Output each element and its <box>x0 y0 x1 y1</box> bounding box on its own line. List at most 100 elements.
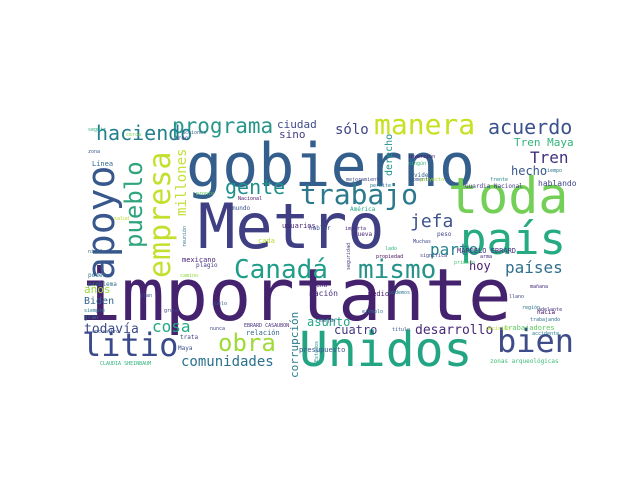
word-haciendo: haciendo <box>96 121 192 145</box>
word-gobierno: gobierno <box>186 131 475 201</box>
word-trabajo: trabajo <box>300 178 418 211</box>
word-hecho: hecho <box>511 164 547 178</box>
word-acuerdo: acuerdo <box>488 115 572 139</box>
word-usuarios: usuarios <box>282 222 316 230</box>
word-gran: gran <box>84 314 99 321</box>
word-accidente: accidente <box>532 331 559 337</box>
word-cuatro: cuatro <box>334 323 377 337</box>
word-ejemplo: ejemplo <box>362 309 383 315</box>
word-lado: lado <box>385 246 397 252</box>
word-arma: arma <box>480 254 492 260</box>
word-propiedad: propiedad <box>376 254 403 260</box>
word-muchas: Muchas <box>413 239 431 245</box>
word-presupuesto: presupuesto <box>299 346 345 354</box>
word-tiempo: tiempo <box>544 168 562 174</box>
word-metro: Metro <box>198 190 385 263</box>
word-siempre: siempre <box>84 308 105 314</box>
word-titulo: título <box>392 326 410 333</box>
word-desarrollo: desarrollo <box>415 323 493 338</box>
word-peso: peso <box>437 231 452 238</box>
word-hacia: hacia <box>537 309 555 316</box>
word-marcelo-ebrard: MARCELO EBRARD <box>457 247 516 255</box>
word-paises: países <box>505 258 563 277</box>
word-trabajadores: trabajadores <box>504 324 555 332</box>
word-corrupcion: corrupción <box>288 312 301 378</box>
word-empresa: empresa <box>143 152 178 278</box>
word-linea: Línea <box>92 160 113 168</box>
word-acciones: acciones <box>182 130 206 136</box>
word-tren-maya: Tren Maya <box>514 136 574 149</box>
word-plagio: plagio <box>196 262 218 269</box>
word-guardia-nacional: Guardia Nacional <box>465 183 523 190</box>
word-reunion: reunión <box>181 226 188 247</box>
word-proyecto: proyecto <box>420 177 444 183</box>
word-apoyo: apoyo <box>79 166 123 280</box>
word-litio: litio <box>82 326 178 364</box>
word-llano: llano <box>509 294 524 300</box>
word-plan: plan <box>140 293 152 299</box>
word-maya: Maya <box>178 345 193 352</box>
word-pueblo: pueblo <box>120 161 148 248</box>
word-ebrard-casaubon: EBRARD CASAUBON <box>244 323 289 329</box>
word-seguir: seguir <box>88 127 106 133</box>
word-adelante: adelante <box>538 307 562 313</box>
word-unidos: Unidos <box>299 322 472 378</box>
word-momento: momento <box>410 177 431 183</box>
word-frente: frente <box>490 177 508 183</box>
word-estados: Estados <box>314 341 320 362</box>
word-programa: programa <box>172 114 273 138</box>
word-nacion: nación <box>309 288 338 298</box>
word-gente: gente <box>225 175 285 199</box>
word-primero: primero <box>454 260 475 266</box>
word-camino: camino <box>180 273 198 279</box>
word-cada: cada <box>258 237 275 245</box>
word-mismo: mismo <box>358 255 436 285</box>
word-decision: decisión <box>486 325 510 332</box>
word-region: región <box>522 304 540 311</box>
word-anos: años <box>84 283 111 296</box>
word-significa: significa <box>420 253 447 259</box>
word-zona: zona <box>88 149 100 155</box>
word-toda: toda <box>448 167 568 225</box>
word-pronto: pronto <box>196 191 214 197</box>
word-relacion: relación <box>246 329 280 337</box>
word-inversion: inversión <box>408 153 435 160</box>
word-solo: sólo <box>335 122 369 138</box>
word-canada: Canadá <box>234 255 328 285</box>
word-pais: país <box>460 214 566 265</box>
word-parte: parte <box>430 240 478 259</box>
word-salud: salud <box>114 216 129 222</box>
word-nacional: Nacional <box>238 196 262 202</box>
word-podemos: podemos <box>389 290 410 296</box>
word-medio: medio <box>368 290 389 298</box>
word-millones: millones <box>174 149 190 216</box>
word-zonas-arqueologicas: zonas arqueológicas <box>490 358 559 365</box>
word-hablando: hablando <box>538 179 577 188</box>
word-creo: creo <box>174 135 189 142</box>
word-nueva: nueva <box>354 231 372 238</box>
word-biden: Biden <box>84 296 114 307</box>
word-poder: poder <box>88 272 106 279</box>
word-trabajando: trabajando <box>530 317 560 323</box>
word-permite: permite <box>370 183 391 189</box>
word-nunca: nunca <box>210 326 225 332</box>
word-buena: buena <box>309 282 327 289</box>
word-suelo: suelo <box>212 301 227 307</box>
word-america: América <box>350 206 376 213</box>
word-encuentro: encuentro <box>92 329 119 335</box>
word-jefa: jefa <box>410 211 453 232</box>
word-ningun: ningún <box>408 160 426 167</box>
word-mundo: mundo <box>232 205 250 212</box>
word-asunto: asunto <box>307 315 350 329</box>
word-grupo: grupo <box>164 308 179 314</box>
word-ciudad: ciudad <box>277 118 317 131</box>
word-manera: manera <box>374 108 475 141</box>
word-todavia: todavía <box>84 322 139 337</box>
word-importante: importante <box>78 253 511 337</box>
word-obra: obra <box>218 329 276 357</box>
word-importa: importa <box>345 226 366 232</box>
word-derecho: derecho <box>384 134 395 176</box>
word-sino: sino <box>279 128 306 141</box>
